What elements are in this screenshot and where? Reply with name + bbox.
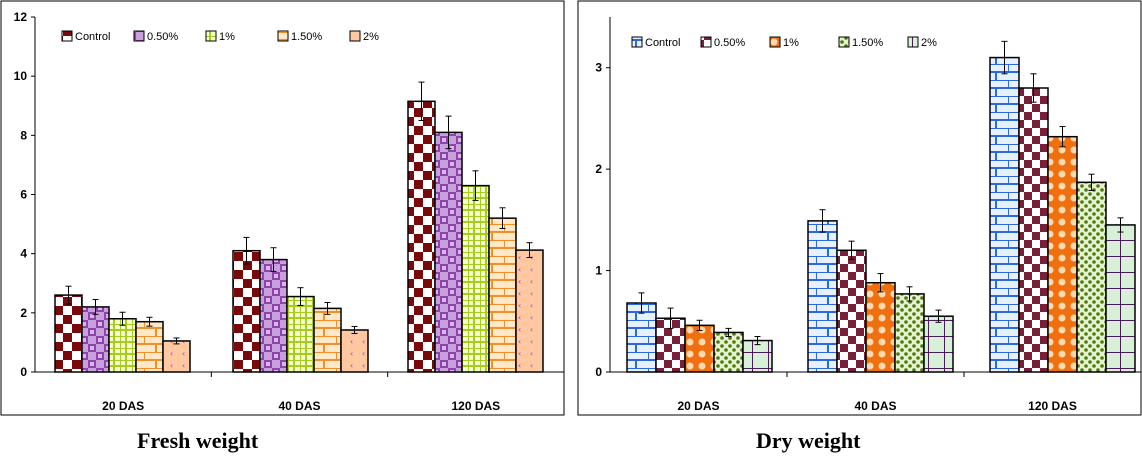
- legend-label: Control: [645, 37, 680, 49]
- legend-label: 1%: [783, 37, 799, 49]
- y-tick-label: 0: [595, 365, 602, 379]
- bar: [515, 249, 544, 373]
- x-tick-label: 20 DAS: [677, 399, 719, 413]
- dry-weight-caption: Dry weight: [756, 428, 861, 453]
- bar: [232, 249, 261, 373]
- legend-label: 1%: [219, 31, 235, 43]
- bar: [1018, 87, 1049, 373]
- x-tick-label: 40 DAS: [278, 399, 320, 413]
- bar: [54, 294, 83, 373]
- legend-label: 1.50%: [291, 31, 322, 43]
- y-tick-label: 8: [20, 128, 27, 142]
- y-tick-label: 1: [595, 264, 602, 278]
- legend-swatch: [700, 36, 712, 48]
- bar: [488, 217, 517, 373]
- bar: [1047, 135, 1078, 373]
- bar: [713, 331, 744, 373]
- bar: [135, 320, 164, 373]
- y-tick-label: 12: [14, 10, 28, 24]
- bar: [1105, 224, 1136, 373]
- legend-swatch: [349, 30, 361, 42]
- bar: [162, 340, 191, 373]
- bar: [894, 293, 925, 373]
- fresh-weight-plot: 0 2 4 6 8 10 12 20 DAS 40 DAS 120 DAS Control 0.50%…: [14, 10, 564, 413]
- x-tick-label: 120 DAS: [451, 399, 500, 413]
- y-tick-label: 3: [595, 61, 602, 75]
- bar: [81, 306, 110, 373]
- bar: [836, 249, 867, 373]
- legend-label: 0.50%: [147, 31, 178, 43]
- y-tick-label: 2: [595, 162, 602, 176]
- legend-swatch: [838, 36, 850, 48]
- y-tick-label: 4: [20, 247, 27, 261]
- legend-label: 0.50%: [714, 37, 745, 49]
- legend-swatch: [907, 36, 919, 48]
- x-tick-label: 120 DAS: [1028, 399, 1077, 413]
- legend-label: 2%: [363, 31, 379, 43]
- legend-swatch: [631, 36, 643, 48]
- legend-swatch: [133, 30, 145, 42]
- bar: [923, 315, 954, 373]
- bar: [108, 318, 137, 373]
- bar: [313, 307, 342, 373]
- dry-chart-frame: [577, 0, 1142, 416]
- bar: [684, 324, 715, 373]
- bar: [286, 295, 315, 373]
- legend-swatch: [277, 30, 289, 42]
- x-tick-label: 20 DAS: [102, 399, 144, 413]
- y-tick-label: 10: [14, 69, 28, 83]
- bar: [865, 281, 896, 373]
- bar: [1076, 181, 1107, 373]
- legend-label: 2%: [921, 37, 937, 49]
- bar: [340, 329, 369, 373]
- x-tick-label: 40 DAS: [854, 399, 896, 413]
- y-tick-label: 2: [20, 306, 27, 320]
- dry-weight-plot: 0 1 2 3 20 DAS 40 DAS 120 DAS Control 0.50% 1% 1.5…: [595, 17, 1141, 413]
- bar: [461, 184, 490, 373]
- fresh-weight-caption: Fresh weight: [137, 428, 259, 453]
- legend-swatch: [61, 30, 73, 42]
- y-tick-label: 6: [20, 188, 27, 202]
- bar: [434, 131, 463, 373]
- bar: [742, 339, 773, 373]
- y-tick-label: 0: [20, 365, 27, 379]
- fresh-chart-frame: [0, 0, 565, 416]
- legend-label: Control: [75, 31, 110, 43]
- legend-swatch: [205, 30, 217, 42]
- bar: [989, 56, 1020, 373]
- bar: [807, 220, 838, 373]
- legend-label: 1.50%: [852, 37, 883, 49]
- bar: [259, 258, 288, 373]
- bar: [407, 100, 436, 373]
- legend-swatch: [769, 36, 781, 48]
